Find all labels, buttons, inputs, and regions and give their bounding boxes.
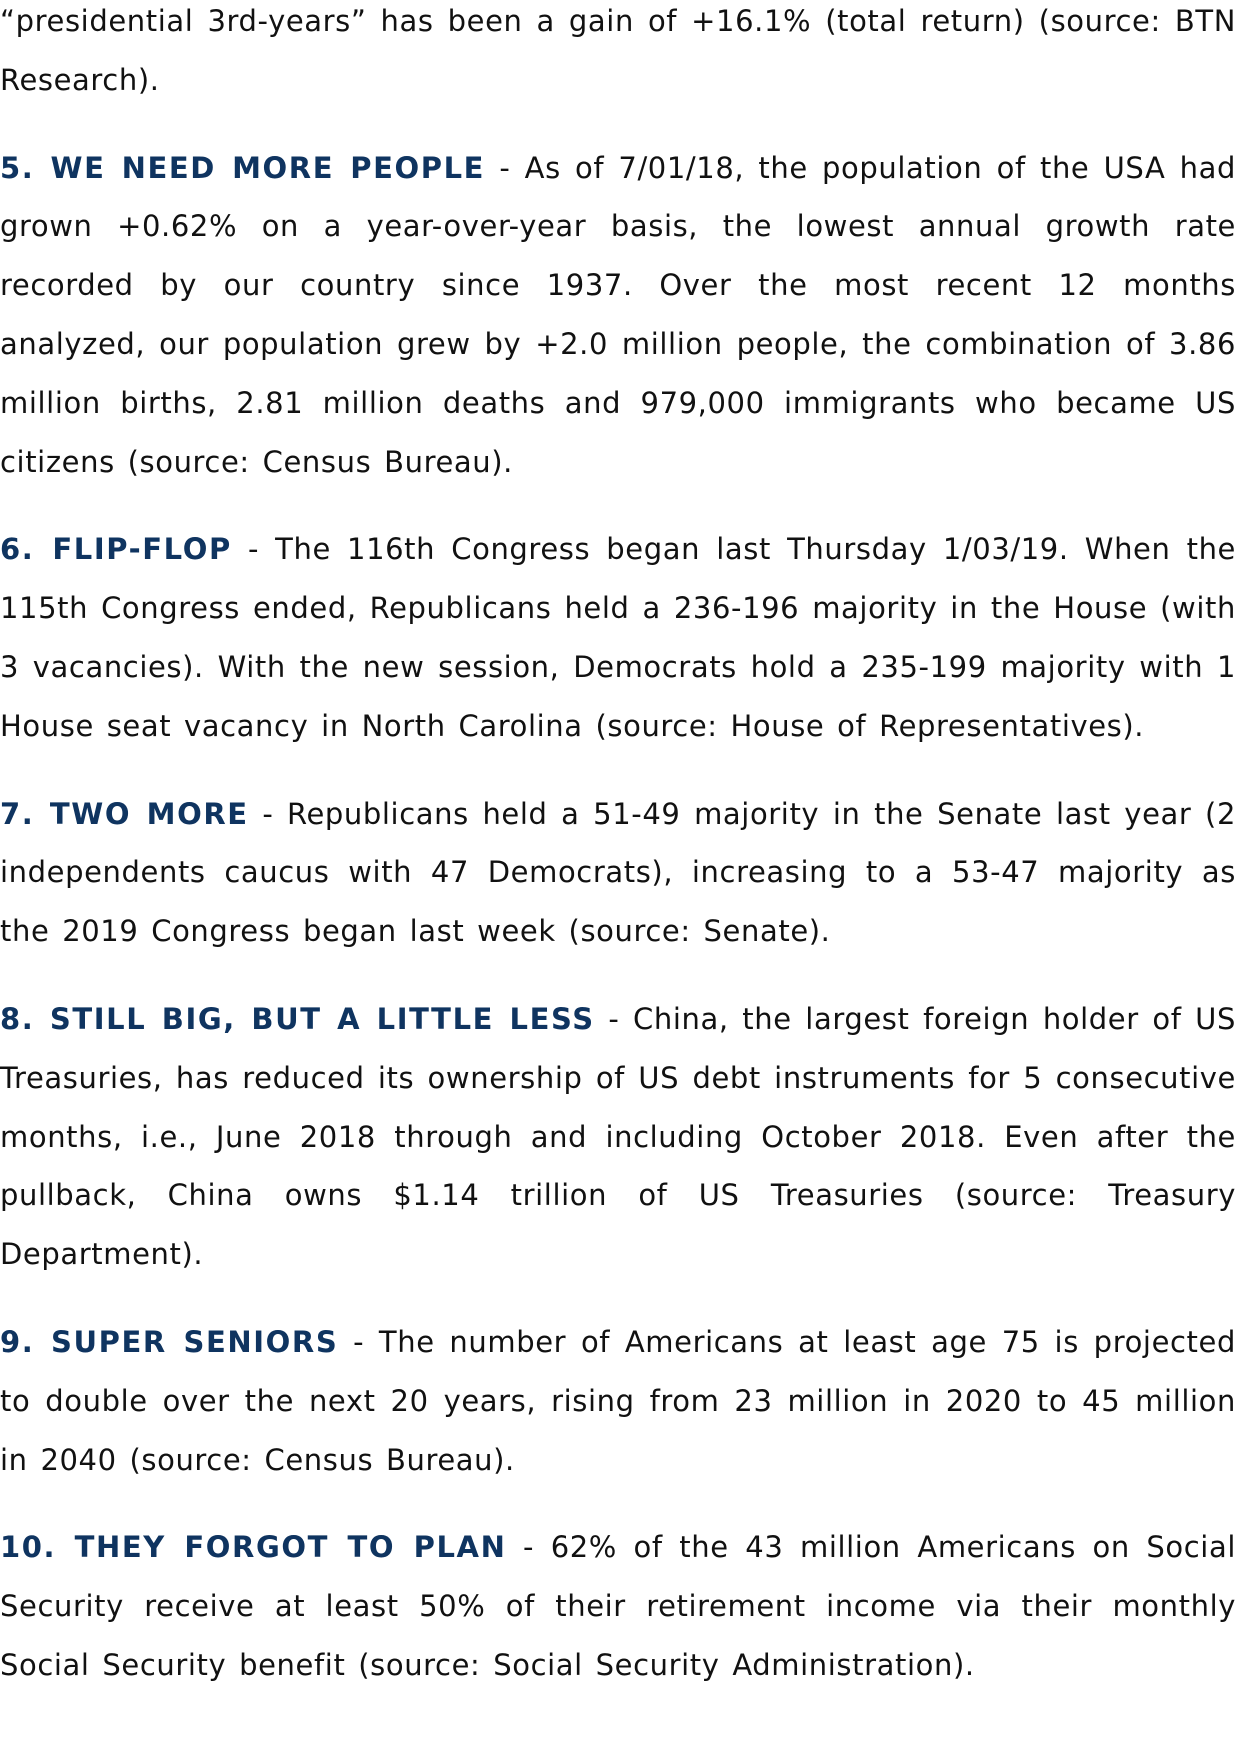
paragraph-heading: 7. TWO MORE — [0, 796, 249, 831]
paragraph-heading: 9. SUPER SENIORS — [0, 1324, 339, 1359]
paragraph-5: 5. WE NEED MORE PEOPLE - As of 7/01/18, … — [0, 139, 1236, 492]
paragraph-heading: 5. WE NEED MORE PEOPLE — [0, 150, 486, 185]
paragraph-heading: 6. FLIP-FLOP — [0, 532, 232, 567]
paragraph-text: - The 116th Congress began last Thursday… — [0, 532, 1236, 743]
paragraph-text: - As of 7/01/18, the population of the U… — [0, 150, 1236, 479]
paragraph-text: - 62% of the 43 million Americans on Soc… — [0, 1530, 1236, 1682]
paragraph-heading: 10. THEY FORGOT TO PLAN — [0, 1530, 507, 1565]
paragraph-7: 7. TWO MORE - Republicans held a 51-49 m… — [0, 785, 1236, 961]
paragraph-text: - China, the largest foreign holder of U… — [0, 1001, 1236, 1272]
paragraph-9: 9. SUPER SENIORS - The number of America… — [0, 1313, 1236, 1489]
paragraph-8: 8. STILL BIG, BUT A LITTLE LESS - China,… — [0, 990, 1236, 1284]
paragraph-continuation: “presidential 3rd-years” has been a gain… — [0, 0, 1236, 110]
document-body: “presidential 3rd-years” has been a gain… — [0, 0, 1236, 1694]
paragraph-10: 10. THEY FORGOT TO PLAN - 62% of the 43 … — [0, 1518, 1236, 1694]
paragraph-text: - Republicans held a 51-49 majority in t… — [0, 796, 1236, 949]
paragraph-text: - The number of Americans at least age 7… — [0, 1324, 1236, 1477]
paragraph-text: “presidential 3rd-years” has been a gain… — [0, 4, 1236, 97]
paragraph-6: 6. FLIP-FLOP - The 116th Congress began … — [0, 520, 1236, 755]
paragraph-heading: 8. STILL BIG, BUT A LITTLE LESS — [0, 1001, 595, 1036]
